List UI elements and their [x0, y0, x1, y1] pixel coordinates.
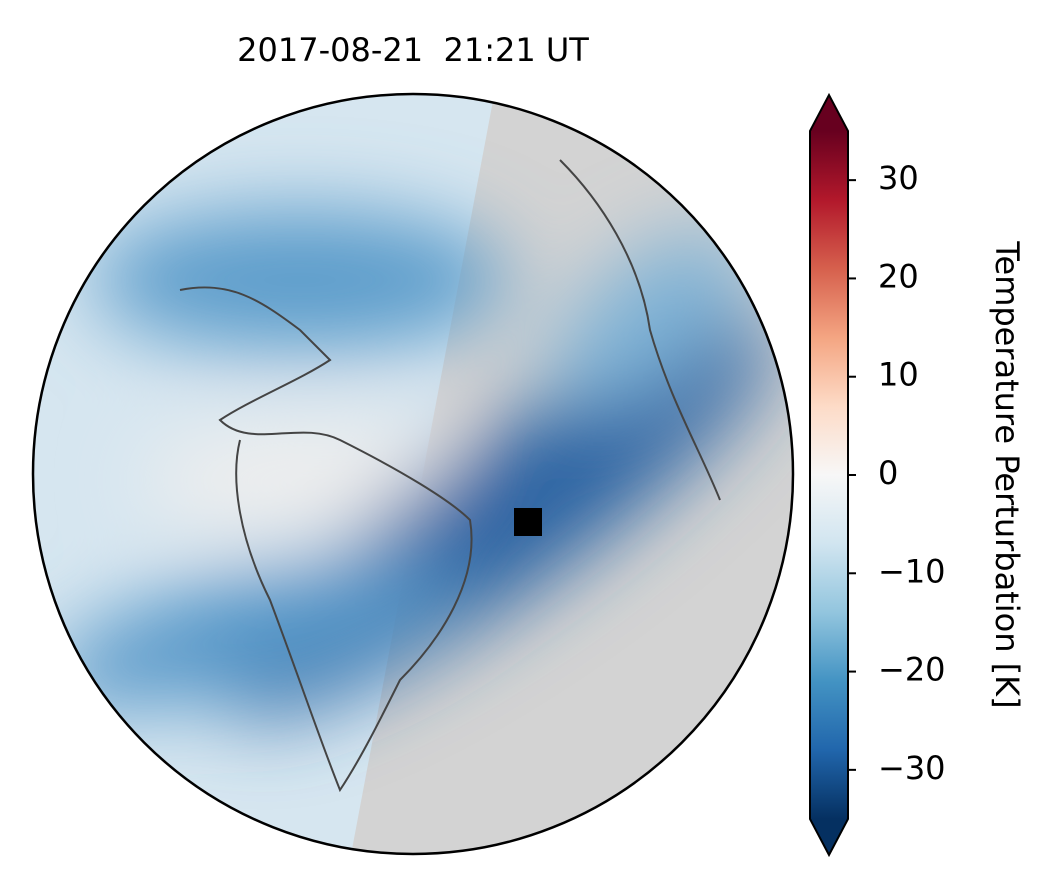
colorbar-extend-top	[810, 95, 848, 131]
colorbar: −30 −20 −10 0 10 20 30	[809, 92, 946, 858]
colorbar-extend-bottom	[810, 819, 848, 855]
chart-title: 2017-08-21 21:21 UT	[237, 31, 589, 69]
colorbar-tick-label: −20	[878, 651, 946, 689]
colorbar-body	[810, 131, 848, 819]
colorbar-label: Temperature Perturbation [K]	[988, 240, 1026, 708]
colorbar-tick-label: 0	[878, 454, 898, 492]
globe	[33, 94, 793, 854]
location-marker	[514, 508, 542, 536]
colorbar-tick-label: 10	[878, 356, 919, 394]
colorbar-tick-label: 20	[878, 257, 919, 295]
colorbar-tick-label: −10	[878, 552, 946, 590]
colorbar-tick-label: 30	[878, 159, 919, 197]
colorbar-outline	[809, 92, 849, 858]
globe-outline	[31, 92, 795, 856]
colorbar-tick-label: −30	[878, 749, 946, 787]
